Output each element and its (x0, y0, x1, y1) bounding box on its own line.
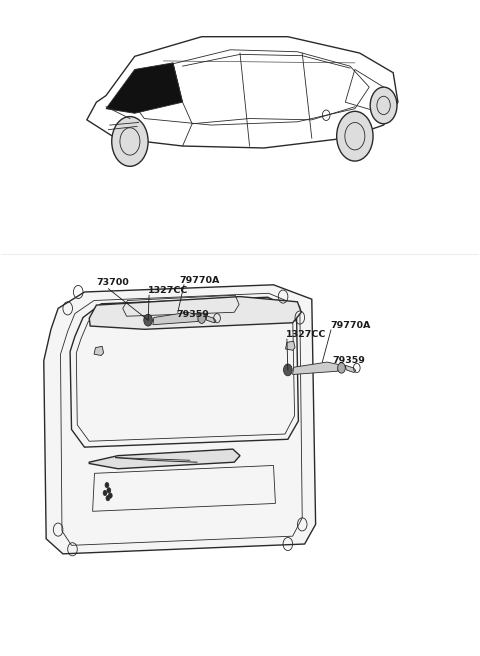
Text: 73700: 73700 (96, 278, 129, 287)
Polygon shape (89, 449, 240, 469)
Polygon shape (89, 297, 301, 329)
Circle shape (370, 87, 397, 124)
Text: 79770A: 79770A (330, 321, 371, 330)
Circle shape (198, 313, 205, 323)
Text: 79359: 79359 (177, 310, 210, 319)
Circle shape (336, 112, 373, 161)
Polygon shape (44, 285, 316, 554)
Circle shape (284, 364, 292, 376)
Circle shape (106, 495, 110, 501)
Text: 79359: 79359 (332, 356, 365, 365)
Polygon shape (286, 341, 295, 350)
Polygon shape (205, 316, 216, 323)
Text: 1327CC: 1327CC (286, 330, 326, 339)
Circle shape (107, 487, 111, 493)
Polygon shape (293, 362, 339, 375)
Text: 1327CC: 1327CC (148, 286, 188, 295)
Polygon shape (153, 312, 199, 325)
Polygon shape (106, 63, 182, 113)
Text: 79770A: 79770A (179, 276, 219, 285)
Circle shape (337, 363, 345, 373)
Circle shape (112, 117, 148, 167)
Circle shape (108, 493, 112, 498)
Circle shape (144, 314, 153, 326)
Circle shape (103, 490, 107, 495)
Polygon shape (345, 365, 356, 373)
Polygon shape (94, 346, 104, 356)
Circle shape (105, 483, 109, 487)
